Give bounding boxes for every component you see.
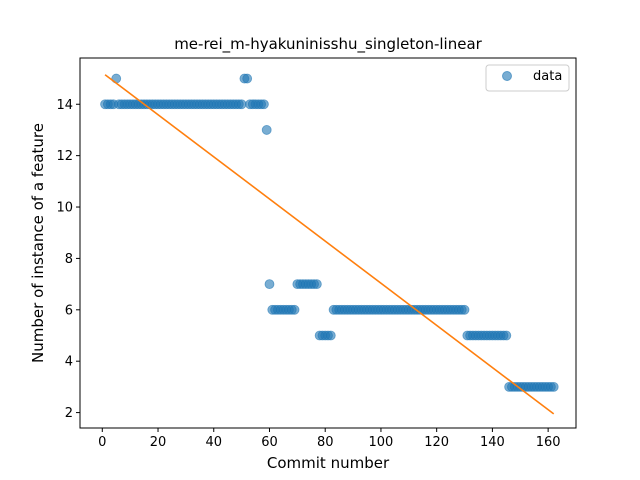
y-tick-label: 8 xyxy=(65,252,73,267)
x-tick-label: 40 xyxy=(205,435,222,450)
y-axis-label: Number of instance of a feature xyxy=(29,123,47,363)
y-tick-label: 10 xyxy=(56,201,73,216)
x-tick-label: 60 xyxy=(261,435,278,450)
x-tick-label: 100 xyxy=(369,435,394,450)
x-tick-label: 160 xyxy=(536,435,561,450)
y-tick-label: 12 xyxy=(56,149,73,164)
x-tick-label: 20 xyxy=(150,435,167,450)
x-tick-label: 140 xyxy=(480,435,505,450)
data-point xyxy=(243,74,252,83)
data-point xyxy=(237,100,246,109)
legend: data xyxy=(486,65,569,91)
data-point xyxy=(259,100,268,109)
data-point xyxy=(312,280,321,289)
y-tick-label: 14 xyxy=(56,98,73,113)
x-axis-label: Commit number xyxy=(267,454,390,472)
data-point xyxy=(290,305,299,314)
x-tick-label: 80 xyxy=(317,435,334,450)
data-point xyxy=(502,331,511,340)
data-point xyxy=(265,280,274,289)
legend-marker xyxy=(503,72,512,81)
data-point xyxy=(460,305,469,314)
data-point xyxy=(549,382,558,391)
data-point xyxy=(262,125,271,134)
chart-title: me-rei_m-hyakuninisshu_singleton-linear xyxy=(174,35,482,54)
y-tick-label: 2 xyxy=(65,406,73,421)
y-tick-label: 6 xyxy=(65,303,73,318)
x-tick-label: 120 xyxy=(424,435,449,450)
x-tick-label: 0 xyxy=(98,435,106,450)
data-point xyxy=(326,331,335,340)
legend-label: data xyxy=(533,69,562,84)
y-tick-label: 4 xyxy=(65,355,73,370)
